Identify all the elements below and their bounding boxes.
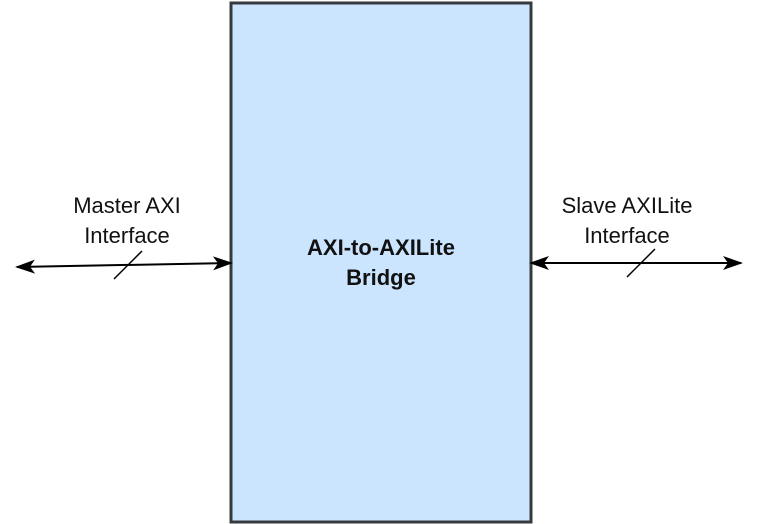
- master-label-line2: Interface: [84, 223, 170, 248]
- slave-label-line2: Interface: [584, 223, 670, 248]
- slave-bus-width-slash: [626, 248, 656, 278]
- slave-label-line1: Slave AXILite: [561, 193, 693, 218]
- bridge-label: AXI-to-AXILite Bridge: [231, 233, 531, 293]
- master-axi-interface-label: Master AXI Interface: [27, 191, 227, 251]
- bridge-block: [229, 1, 533, 524]
- master-bus-width-slash: [113, 250, 143, 280]
- bridge-label-line1: AXI-to-AXILite: [307, 235, 455, 260]
- slave-axilite-interface-label: Slave AXILite Interface: [527, 191, 727, 251]
- master-axi-bus-arrow: [15, 256, 233, 274]
- master-label-line1: Master AXI: [73, 193, 181, 218]
- bridge-label-line2: Bridge: [346, 265, 416, 290]
